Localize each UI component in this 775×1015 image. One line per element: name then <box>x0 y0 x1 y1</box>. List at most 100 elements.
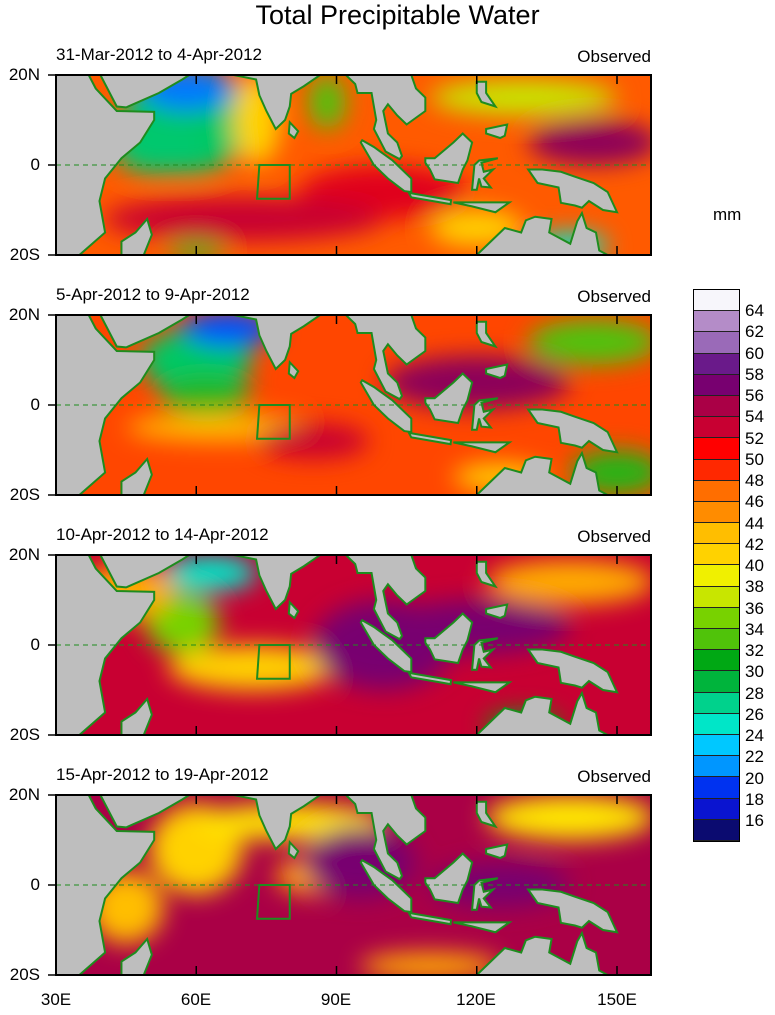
land-srilanka <box>287 839 300 860</box>
panel-period: 10-Apr-2012 to 14-Apr-2012 <box>56 525 269 544</box>
field-region <box>383 355 571 410</box>
field-region <box>102 196 384 242</box>
colorbar-label: 32 <box>745 641 764 660</box>
land-luzon <box>475 800 498 829</box>
land-java <box>407 191 453 206</box>
colorbar-label: 36 <box>745 598 764 618</box>
colorbar-label: 60 <box>745 343 764 363</box>
land-australia <box>475 930 609 975</box>
colorbar-label: 50 <box>745 449 764 469</box>
colorbar-swatch <box>694 650 739 672</box>
field-region <box>257 423 370 459</box>
land-sumatra <box>359 138 413 194</box>
land-sunda <box>453 441 513 454</box>
y-tick-label: 20S <box>9 965 40 984</box>
field-region <box>168 645 337 690</box>
land-indochina <box>344 795 430 881</box>
land-sunda <box>453 681 513 694</box>
land-madagascar <box>120 936 153 975</box>
colorbar-swatch <box>694 586 739 608</box>
land-newguinea <box>526 648 619 694</box>
panel-period: 5-Apr-2012 to 9-Apr-2012 <box>56 285 250 304</box>
colorbar-label: 18 <box>745 789 764 809</box>
land-sulawesi <box>470 157 499 191</box>
colorbar-swatch <box>694 438 739 460</box>
precipitable-water-map <box>48 314 652 496</box>
field-region <box>163 555 258 591</box>
y-tick-label: 20S <box>9 725 40 744</box>
land-java <box>407 671 453 686</box>
land-newguinea <box>526 888 619 934</box>
colorbar-swatch <box>694 290 739 312</box>
colorbar-swatch <box>694 734 739 757</box>
land-sumatra <box>359 858 413 914</box>
colorbar-label: 34 <box>745 619 764 639</box>
map-panel: 31-Mar-2012 to 4-Apr-2012 Observed 20N 0… <box>0 45 690 315</box>
x-tick-label: 60E <box>180 990 212 1009</box>
land-sumatra <box>359 618 413 674</box>
land-luzon <box>475 560 498 589</box>
land-arabia <box>99 75 192 109</box>
colorbar-units: mm <box>713 205 742 224</box>
colorbar-swatch <box>694 395 739 418</box>
y-tick-label: 0 <box>30 635 40 654</box>
figure-title: Total Precipitable Water <box>255 0 540 30</box>
land-arabia <box>99 315 192 349</box>
map-panel: 10-Apr-2012 to 14-Apr-2012 Observed 20N … <box>0 525 690 795</box>
colorbar-swatch <box>694 756 739 778</box>
land-arabia <box>99 555 192 589</box>
colorbar-swatch <box>694 819 739 841</box>
land-india <box>233 75 322 131</box>
y-tick-label: 0 <box>30 155 40 174</box>
land-sulawesi <box>470 877 499 911</box>
colorbar-swatch <box>694 777 739 799</box>
colorbar-label: 20 <box>745 768 764 788</box>
land-australia <box>475 690 609 735</box>
field-region <box>528 120 651 165</box>
land-luzon <box>475 320 498 349</box>
colorbar-swatch <box>694 713 739 735</box>
land-madagascar <box>120 216 153 255</box>
x-tick-label: 30E <box>40 990 72 1009</box>
land-mindanao <box>485 843 509 860</box>
land-java <box>407 431 453 446</box>
panel-period: 31-Mar-2012 to 4-Apr-2012 <box>56 45 263 64</box>
land-madagascar <box>120 456 153 495</box>
colorbar-label: 30 <box>745 662 764 682</box>
field-region <box>486 559 651 605</box>
colorbar-swatch <box>694 332 739 354</box>
colorbar-swatch <box>694 671 739 693</box>
land-mindanao <box>485 123 509 140</box>
colorbar-label: 56 <box>745 386 764 405</box>
x-tick-label: 120E <box>456 990 496 1009</box>
panel-period: 15-Apr-2012 to 19-Apr-2012 <box>56 765 269 784</box>
y-tick-label: 0 <box>30 395 40 414</box>
colorbar-swatch <box>694 374 739 396</box>
panel-label: Observed <box>577 47 651 66</box>
colorbar-label: 22 <box>745 747 764 767</box>
colorbar-label: 24 <box>745 726 764 745</box>
panel-label: Observed <box>577 527 651 546</box>
target-box <box>255 164 291 200</box>
colorbar-swatch <box>694 523 739 545</box>
land-australia <box>475 210 609 255</box>
land-sumatra <box>359 378 413 434</box>
land-sunda <box>453 201 513 214</box>
target-box <box>255 404 291 440</box>
target-box <box>255 884 291 920</box>
land-sunda <box>453 921 513 934</box>
land-mindanao <box>485 603 509 620</box>
field-region <box>158 378 253 414</box>
colorbar-swatch <box>694 501 739 524</box>
precipitable-water-map <box>48 74 652 256</box>
land-indochina <box>344 555 430 641</box>
field-region <box>308 75 346 129</box>
colorbar-label: 52 <box>745 428 764 448</box>
land-madagascar <box>120 696 153 735</box>
y-tick-label: 20S <box>9 245 40 264</box>
land-srilanka <box>287 599 300 620</box>
colorbar-swatch <box>694 544 739 566</box>
colorbar-swatch <box>694 607 739 629</box>
land-java <box>407 911 453 926</box>
land-srilanka <box>287 359 300 380</box>
